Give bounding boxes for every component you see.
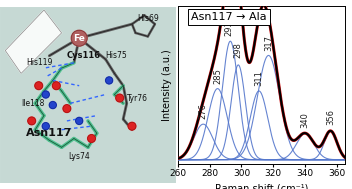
Circle shape	[71, 30, 87, 46]
Text: His119: His119	[26, 58, 53, 67]
X-axis label: Raman shift (cm⁻¹): Raman shift (cm⁻¹)	[215, 183, 308, 189]
Circle shape	[42, 91, 49, 98]
Text: Asn117: Asn117	[26, 128, 73, 138]
Text: His69: His69	[137, 14, 159, 23]
Circle shape	[52, 82, 60, 90]
Text: Asn117 → Ala: Asn117 → Ala	[191, 12, 267, 22]
Text: 276: 276	[199, 103, 208, 119]
Polygon shape	[5, 10, 62, 73]
Circle shape	[88, 135, 95, 142]
Circle shape	[49, 101, 56, 108]
Text: Fe: Fe	[73, 34, 85, 43]
Text: Tyr76: Tyr76	[127, 94, 148, 102]
Text: 285: 285	[213, 68, 222, 84]
Circle shape	[106, 77, 113, 84]
Circle shape	[63, 105, 71, 112]
Circle shape	[28, 117, 36, 125]
Y-axis label: Intensity (a.u.): Intensity (a.u.)	[162, 49, 172, 121]
Circle shape	[116, 94, 124, 102]
Text: 317: 317	[264, 35, 273, 51]
Circle shape	[35, 82, 43, 90]
Circle shape	[42, 123, 49, 130]
Text: Cys116: Cys116	[67, 51, 101, 60]
Circle shape	[76, 117, 83, 124]
Text: 298: 298	[234, 42, 243, 58]
Text: Lys74: Lys74	[68, 152, 90, 161]
Text: Ile118: Ile118	[21, 99, 44, 108]
Text: 311: 311	[254, 70, 263, 86]
Circle shape	[128, 122, 136, 130]
Text: 340: 340	[301, 112, 310, 128]
Text: 356: 356	[326, 109, 335, 125]
Text: His75: His75	[106, 51, 127, 60]
Text: 293: 293	[224, 21, 233, 36]
